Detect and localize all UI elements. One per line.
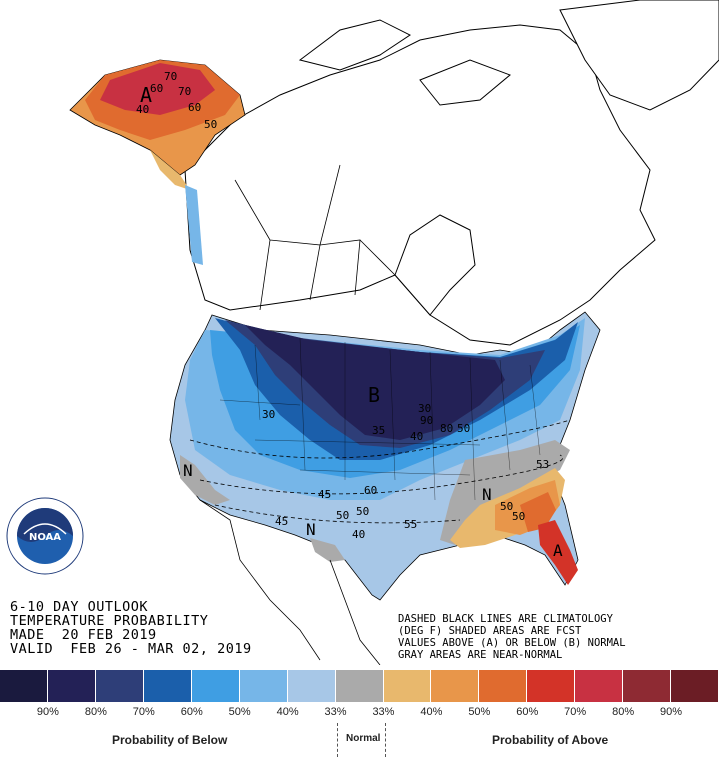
outlook-subtitle: TEMPERATURE PROBABILITY <box>10 613 209 629</box>
legend-swatch <box>95 670 144 702</box>
legend-tick-label: 40% <box>276 706 299 718</box>
valid-dates: VALID FEB 26 - MAR 02, 2019 <box>10 641 252 657</box>
contour-label: 50 <box>457 422 470 435</box>
texas-normal-label: N <box>306 520 316 539</box>
legend-swatch <box>479 670 528 702</box>
legend-swatch <box>47 670 96 702</box>
contour-label: 53 <box>536 458 549 471</box>
province-lines <box>234 164 396 311</box>
legend-tick-label: 50% <box>468 706 491 718</box>
note-line: (DEG F) SHADED AREAS ARE FCST <box>398 625 582 637</box>
contour-label: 40 <box>136 103 149 116</box>
contour-label: 50 <box>336 509 349 522</box>
canada-outline <box>184 24 656 346</box>
legend-swatch <box>671 670 719 702</box>
made-date: MADE 20 FEB 2019 <box>10 627 157 643</box>
contour-label: 90 <box>420 414 433 427</box>
legend-swatch <box>575 670 624 702</box>
outlook-map: A B N N N A 70 60 50 90 80 50 40 30 30 3… <box>69 0 719 665</box>
plains-below-label: B <box>368 383 380 407</box>
southeast-normal-label: N <box>482 485 492 504</box>
outlook-title: 6-10 DAY OUTLOOK <box>10 599 149 615</box>
legend-ticks: 90% 80% 70% 60% 50% 40% 33% 33% 40% 50% 60% 70% 80% 9… <box>0 706 719 722</box>
map-notes: DASHED BLACK LINES ARE CLIMATOLOGY (DEG … <box>398 613 626 661</box>
legend-color-bar <box>0 670 719 703</box>
alaska-above-label: A <box>140 83 152 107</box>
alaska-above-70 <box>100 63 215 115</box>
legend-tick-label: 80% <box>612 706 635 718</box>
above-60-florida <box>538 520 578 585</box>
contour-label: 55 <box>404 518 417 531</box>
legend-tick-label: 33% <box>324 706 347 718</box>
contour-label: 30 <box>262 408 275 421</box>
legend-swatch <box>287 670 336 702</box>
legend-tick-label: 33% <box>372 706 395 718</box>
legend-swatch <box>623 670 672 702</box>
climatology-lines <box>189 419 571 524</box>
arctic-islands <box>298 19 511 106</box>
contour-label: 50 <box>500 500 513 513</box>
noaa-logo: NOAA <box>6 497 84 575</box>
legend-swatch <box>383 670 432 702</box>
note-line: VALUES ABOVE (A) OR BELOW (B) NORMAL <box>398 637 626 649</box>
below-80-core <box>245 325 505 440</box>
legend-tick-label: 90% <box>36 706 59 718</box>
legend-tick-label: 60% <box>180 706 203 718</box>
legend-swatch <box>239 670 288 702</box>
contour-label: 60 <box>150 82 163 95</box>
greenland-edge <box>559 0 719 111</box>
contour-label: 50 <box>512 510 525 523</box>
normal-texas <box>310 538 345 562</box>
outlook-title-block: 6-10 DAY OUTLOOK TEMPERATURE PROBABILITY… <box>10 600 252 656</box>
contour-label: 70 <box>178 85 191 98</box>
above-50-southeast <box>520 492 556 532</box>
legend-tick-label: 60% <box>516 706 539 718</box>
legend-swatch <box>0 670 48 702</box>
contour-label: 70 <box>164 70 177 83</box>
legend-swatch <box>431 670 480 702</box>
contour-label: 60 <box>364 484 377 497</box>
mexico-outline <box>199 499 381 665</box>
note-line: DASHED BLACK LINES ARE CLIMATOLOGY <box>398 613 613 625</box>
normal-separator-left <box>337 723 338 757</box>
contour-label: 45 <box>318 488 331 501</box>
contour-label: 50 <box>204 118 217 131</box>
contour-label: 50 <box>356 505 369 518</box>
contour-label: 60 <box>188 101 201 114</box>
below-caption: Probability of Below <box>112 733 228 747</box>
legend-tick-label: 70% <box>564 706 587 718</box>
normal-caption: Normal <box>346 733 381 744</box>
legend-tick-label: 50% <box>228 706 251 718</box>
bc-coast-strip <box>185 185 203 265</box>
normal-separator-right <box>385 723 386 757</box>
legend-swatch <box>191 670 240 702</box>
state-lines <box>219 337 541 501</box>
note-line: GRAY AREAS ARE NEAR-NORMAL <box>398 649 563 661</box>
legend-swatch <box>335 670 384 702</box>
florida-above-label: A <box>553 541 563 560</box>
legend-tick-label: 70% <box>132 706 155 718</box>
contour-label: 80 <box>440 422 453 435</box>
legend-tick-label: 90% <box>660 706 683 718</box>
legend-swatch <box>527 670 576 702</box>
legend-tick-label: 40% <box>420 706 443 718</box>
hudson-bay <box>394 214 476 316</box>
southwest-normal-label: N <box>183 461 193 480</box>
legend-tick-label: 80% <box>84 706 107 718</box>
normal-southwest <box>180 455 230 505</box>
contour-label: 45 <box>275 515 288 528</box>
contour-label: 35 <box>372 424 385 437</box>
contour-label: 30 <box>418 402 431 415</box>
legend-swatch <box>143 670 192 702</box>
svg-text:NOAA: NOAA <box>29 532 61 543</box>
contour-label: 40 <box>352 528 365 541</box>
contour-label: 40 <box>410 430 423 443</box>
above-caption: Probability of Above <box>492 733 609 747</box>
alaska-panhandle <box>150 150 190 190</box>
